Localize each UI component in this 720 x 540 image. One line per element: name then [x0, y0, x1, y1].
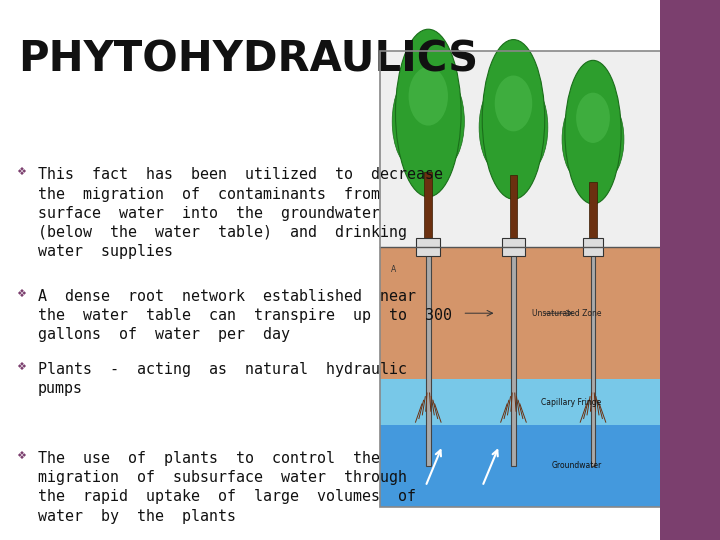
- Bar: [582, 238, 603, 256]
- Bar: [660, 0, 720, 540]
- Text: Capillary Fringe: Capillary Fringe: [541, 397, 601, 407]
- Bar: [380, 247, 664, 379]
- Text: ❖: ❖: [16, 362, 26, 372]
- Text: ❖: ❖: [16, 451, 26, 461]
- Bar: [502, 238, 525, 256]
- Ellipse shape: [562, 100, 598, 179]
- Text: PHYTOHYDRAULICS: PHYTOHYDRAULICS: [18, 38, 478, 80]
- Bar: [380, 379, 664, 425]
- Text: ❖: ❖: [16, 167, 26, 178]
- Text: Groundwater: Groundwater: [552, 462, 601, 470]
- Ellipse shape: [495, 76, 532, 131]
- Ellipse shape: [404, 113, 453, 163]
- Ellipse shape: [507, 84, 548, 171]
- Bar: [380, 425, 664, 507]
- Bar: [590, 183, 597, 247]
- Bar: [380, 51, 664, 247]
- Ellipse shape: [408, 67, 448, 126]
- Text: Plants  -  acting  as  natural  hydraulic
pumps: Plants - acting as natural hydraulic pum…: [38, 362, 407, 396]
- Bar: [424, 172, 433, 247]
- Bar: [380, 51, 664, 507]
- Ellipse shape: [482, 39, 545, 199]
- Ellipse shape: [395, 29, 461, 197]
- Ellipse shape: [588, 100, 624, 179]
- Ellipse shape: [565, 60, 621, 204]
- Text: A: A: [392, 265, 397, 274]
- Bar: [416, 238, 440, 256]
- Ellipse shape: [479, 84, 520, 171]
- Text: Unsaturated Zone: Unsaturated Zone: [532, 309, 601, 318]
- Text: A  dense  root  network  established  near
the  water  table  can  transpire  up: A dense root network established near th…: [38, 289, 452, 342]
- Text: The  use  of  plants  to  control  the
migration  of  subsurface  water  through: The use of plants to control the migrati…: [38, 451, 416, 523]
- Text: ❖: ❖: [16, 289, 26, 299]
- Bar: [511, 247, 516, 466]
- Text: This  fact  has  been  utilized  to  decrease
the  migration  of  contaminants  : This fact has been utilized to decrease …: [38, 167, 443, 259]
- Ellipse shape: [392, 75, 435, 167]
- Ellipse shape: [490, 119, 537, 167]
- Bar: [510, 176, 518, 247]
- Bar: [426, 247, 431, 466]
- Bar: [590, 247, 595, 466]
- Ellipse shape: [576, 93, 610, 143]
- Ellipse shape: [422, 75, 464, 167]
- Ellipse shape: [572, 132, 614, 176]
